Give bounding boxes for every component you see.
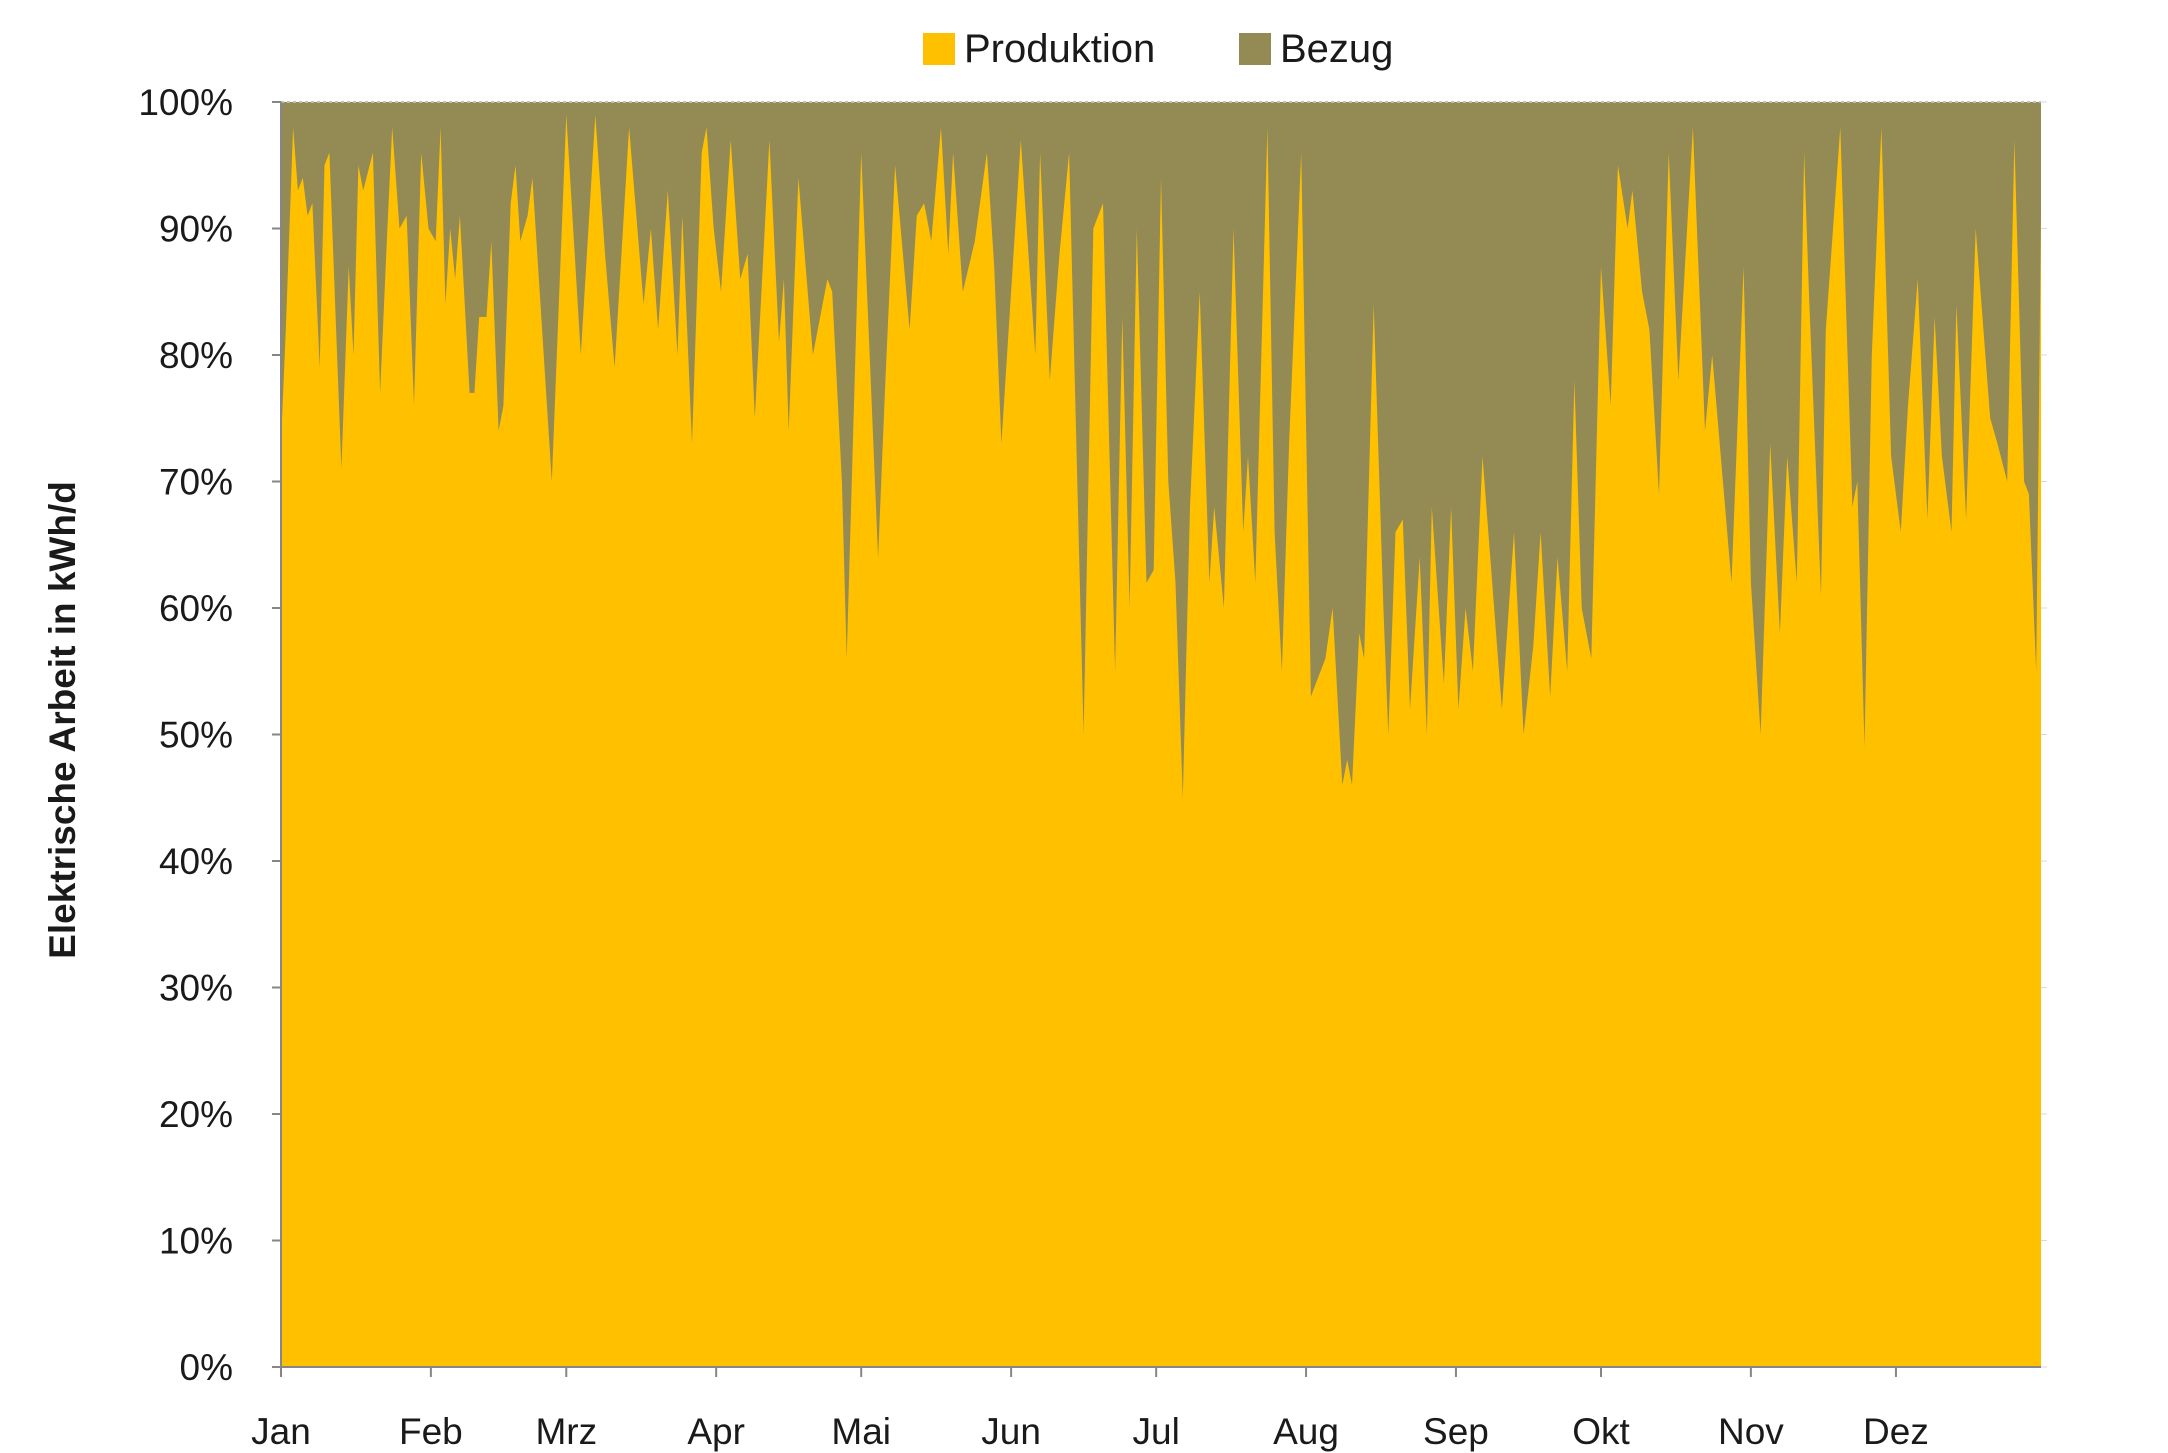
x-tick-label: Jul — [1133, 1411, 1180, 1452]
x-tick-label: Dez — [1863, 1411, 1929, 1452]
y-tick-label: 70% — [159, 462, 233, 503]
y-tick-label: 60% — [159, 588, 233, 629]
x-tick-label: Jan — [251, 1411, 311, 1452]
y-axis: 0% 10% 20% 30% 40% 50% 60% 70% 80% 90% 100% — [138, 82, 2047, 1388]
y-tick-label: 100% — [138, 82, 233, 123]
y-tick-label: 30% — [159, 968, 233, 1009]
y-tick-label: 10% — [159, 1221, 233, 1262]
y-tick-label: 80% — [159, 335, 233, 376]
legend-label-produktion: Produktion — [964, 27, 1155, 71]
legend-swatch-produktion — [923, 33, 955, 65]
x-axis: Jan Feb Mrz Apr Mai Jun Jul Aug Sep Okt Nov Dez — [251, 1366, 2041, 1452]
legend-swatch-bezug — [1239, 33, 1271, 65]
y-tick-label: 90% — [159, 209, 233, 250]
x-tick-label: Sep — [1423, 1411, 1489, 1452]
x-tick-label: Mrz — [535, 1411, 597, 1452]
legend-label-bezug: Bezug — [1280, 27, 1393, 71]
area-produktion — [281, 114, 2041, 1368]
x-tick-label: Jun — [981, 1411, 1041, 1452]
x-tick-label: Aug — [1273, 1411, 1339, 1452]
x-tick-label: Mai — [831, 1411, 891, 1452]
y-tick-label: 20% — [159, 1094, 233, 1135]
x-tick-label: Nov — [1718, 1411, 1784, 1452]
x-tick-label: Apr — [687, 1411, 745, 1452]
y-axis-title: Elektrische Arbeit in kWh/d — [42, 481, 83, 959]
legend: Produktion Bezug — [923, 27, 1393, 71]
y-tick-label: 50% — [159, 715, 233, 756]
y-tick-label: 0% — [180, 1347, 233, 1388]
x-tick-label: Okt — [1572, 1411, 1630, 1452]
y-tick-label: 40% — [159, 841, 233, 882]
x-tick-label: Feb — [399, 1411, 463, 1452]
